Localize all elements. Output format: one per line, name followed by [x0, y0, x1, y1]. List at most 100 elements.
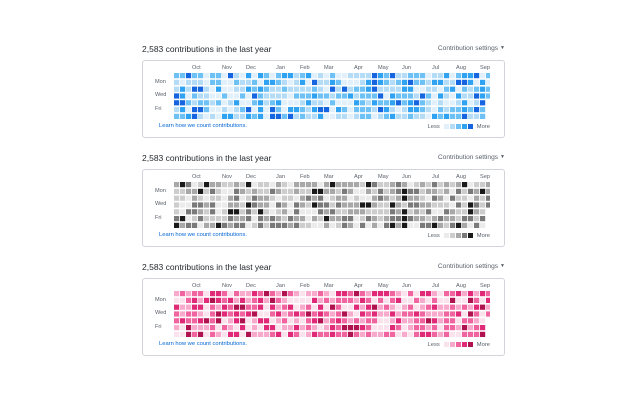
- day-cell[interactable]: [318, 318, 324, 324]
- day-cell[interactable]: [468, 79, 474, 85]
- day-cell[interactable]: [180, 216, 186, 222]
- day-cell[interactable]: [474, 113, 480, 119]
- day-cell[interactable]: [426, 297, 432, 303]
- day-cell[interactable]: [276, 311, 282, 317]
- day-cell[interactable]: [234, 188, 240, 194]
- day-cell[interactable]: [252, 331, 258, 337]
- day-cell[interactable]: [432, 318, 438, 324]
- contribution-settings-dropdown[interactable]: Contribution settings ▼: [438, 154, 505, 161]
- day-cell[interactable]: [390, 222, 396, 228]
- day-cell[interactable]: [336, 216, 342, 222]
- day-cell[interactable]: [330, 325, 336, 331]
- day-cell[interactable]: [378, 93, 384, 99]
- day-cell[interactable]: [216, 311, 222, 317]
- day-cell[interactable]: [204, 188, 210, 194]
- day-cell[interactable]: [366, 202, 372, 208]
- day-cell[interactable]: [252, 100, 258, 106]
- day-cell[interactable]: [390, 73, 396, 79]
- day-cell[interactable]: [348, 182, 354, 188]
- day-cell[interactable]: [348, 195, 354, 201]
- day-cell[interactable]: [444, 222, 450, 228]
- day-cell[interactable]: [276, 188, 282, 194]
- day-cell[interactable]: [228, 202, 234, 208]
- day-cell[interactable]: [288, 73, 294, 79]
- day-cell[interactable]: [228, 93, 234, 99]
- day-cell[interactable]: [240, 202, 246, 208]
- day-cell[interactable]: [390, 331, 396, 337]
- day-cell[interactable]: [330, 216, 336, 222]
- day-cell[interactable]: [300, 107, 306, 113]
- day-cell[interactable]: [354, 291, 360, 297]
- day-cell[interactable]: [210, 182, 216, 188]
- day-cell[interactable]: [426, 86, 432, 92]
- day-cell[interactable]: [468, 325, 474, 331]
- day-cell[interactable]: [348, 79, 354, 85]
- day-cell[interactable]: [480, 318, 486, 324]
- day-cell[interactable]: [252, 195, 258, 201]
- day-cell[interactable]: [432, 195, 438, 201]
- day-cell[interactable]: [366, 79, 372, 85]
- day-cell[interactable]: [216, 107, 222, 113]
- day-cell[interactable]: [216, 195, 222, 201]
- day-cell[interactable]: [426, 216, 432, 222]
- day-cell[interactable]: [228, 304, 234, 310]
- day-cell[interactable]: [324, 93, 330, 99]
- day-cell[interactable]: [300, 291, 306, 297]
- day-cell[interactable]: [204, 195, 210, 201]
- day-cell[interactable]: [354, 209, 360, 215]
- day-cell[interactable]: [456, 331, 462, 337]
- day-cell[interactable]: [294, 107, 300, 113]
- day-cell[interactable]: [462, 331, 468, 337]
- day-cell[interactable]: [174, 182, 180, 188]
- day-cell[interactable]: [444, 202, 450, 208]
- day-cell[interactable]: [384, 216, 390, 222]
- day-cell[interactable]: [372, 86, 378, 92]
- day-cell[interactable]: [438, 79, 444, 85]
- day-cell[interactable]: [444, 209, 450, 215]
- day-cell[interactable]: [402, 331, 408, 337]
- day-cell[interactable]: [372, 209, 378, 215]
- day-cell[interactable]: [246, 195, 252, 201]
- day-cell[interactable]: [258, 86, 264, 92]
- day-cell[interactable]: [414, 86, 420, 92]
- day-cell[interactable]: [420, 304, 426, 310]
- day-cell[interactable]: [474, 325, 480, 331]
- day-cell[interactable]: [318, 182, 324, 188]
- day-cell[interactable]: [336, 318, 342, 324]
- day-cell[interactable]: [456, 182, 462, 188]
- day-cell[interactable]: [468, 86, 474, 92]
- day-cell[interactable]: [438, 331, 444, 337]
- day-cell[interactable]: [318, 113, 324, 119]
- day-cell[interactable]: [450, 216, 456, 222]
- day-cell[interactable]: [330, 73, 336, 79]
- day-cell[interactable]: [270, 188, 276, 194]
- day-cell[interactable]: [426, 93, 432, 99]
- day-cell[interactable]: [222, 291, 228, 297]
- day-cell[interactable]: [432, 325, 438, 331]
- day-cell[interactable]: [420, 202, 426, 208]
- day-cell[interactable]: [378, 188, 384, 194]
- day-cell[interactable]: [300, 331, 306, 337]
- day-cell[interactable]: [198, 79, 204, 85]
- day-cell[interactable]: [462, 216, 468, 222]
- day-cell[interactable]: [186, 100, 192, 106]
- day-cell[interactable]: [198, 195, 204, 201]
- day-cell[interactable]: [252, 222, 258, 228]
- day-cell[interactable]: [222, 216, 228, 222]
- day-cell[interactable]: [474, 331, 480, 337]
- day-cell[interactable]: [216, 79, 222, 85]
- day-cell[interactable]: [390, 311, 396, 317]
- day-cell[interactable]: [204, 291, 210, 297]
- day-cell[interactable]: [396, 318, 402, 324]
- day-cell[interactable]: [192, 188, 198, 194]
- day-cell[interactable]: [366, 73, 372, 79]
- day-cell[interactable]: [462, 291, 468, 297]
- day-cell[interactable]: [444, 113, 450, 119]
- day-cell[interactable]: [432, 216, 438, 222]
- day-cell[interactable]: [234, 318, 240, 324]
- day-cell[interactable]: [354, 325, 360, 331]
- day-cell[interactable]: [186, 325, 192, 331]
- day-cell[interactable]: [462, 182, 468, 188]
- day-cell[interactable]: [288, 86, 294, 92]
- day-cell[interactable]: [426, 222, 432, 228]
